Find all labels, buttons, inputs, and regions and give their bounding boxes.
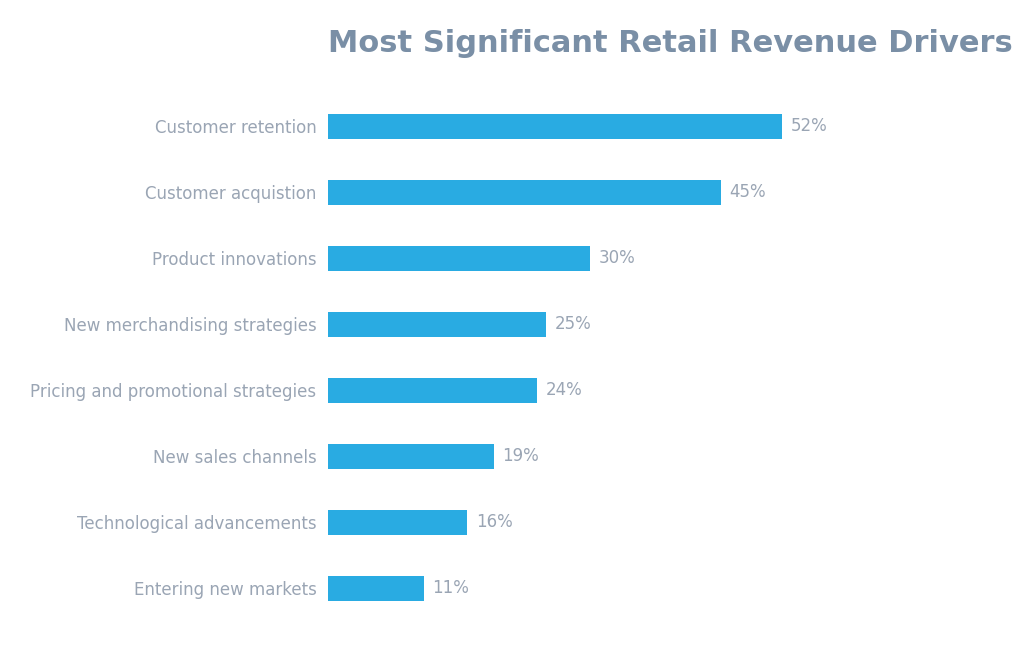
Bar [328,246,590,271]
Bar [328,378,538,403]
Text: 24%: 24% [546,381,583,399]
Text: 16%: 16% [476,514,513,531]
Bar [328,180,721,205]
Text: 45%: 45% [729,184,766,201]
Bar [328,510,467,535]
Bar [328,114,782,139]
Bar [328,576,424,601]
Text: 52%: 52% [791,118,827,136]
Text: 11%: 11% [432,579,469,597]
Text: 25%: 25% [555,315,592,333]
Text: 30%: 30% [598,249,635,267]
Bar [328,444,494,469]
Text: Most Significant Retail Revenue Drivers: Most Significant Retail Revenue Drivers [328,29,1013,58]
Bar [328,312,546,337]
Text: 19%: 19% [503,448,539,466]
